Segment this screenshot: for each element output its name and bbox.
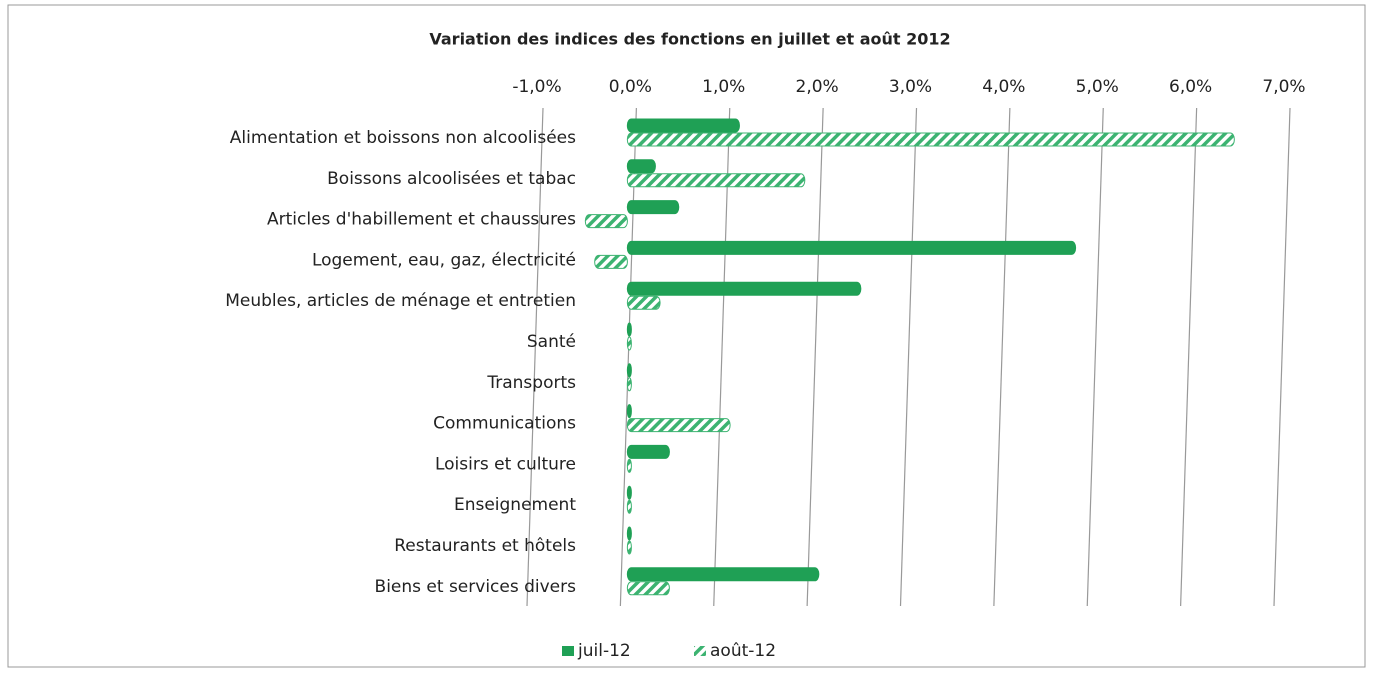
- bar: [626, 499, 632, 514]
- category-label: Communications: [433, 414, 576, 434]
- grid-line: [526, 107, 544, 607]
- grid-line: [713, 107, 731, 607]
- bar: [626, 240, 1077, 255]
- bar: [626, 377, 632, 392]
- bar: [626, 404, 632, 419]
- category-label: Meubles, articles de ménage et entretien: [225, 291, 576, 311]
- x-tick-label: 7,0%: [1262, 77, 1305, 97]
- bar: [626, 540, 632, 555]
- bar: [626, 159, 656, 174]
- bar: [626, 526, 632, 541]
- legend-label: juil-12: [577, 641, 631, 661]
- bar: [584, 214, 628, 229]
- legend-swatch: [694, 646, 706, 656]
- grid-line: [806, 107, 824, 607]
- bar: [594, 254, 628, 269]
- category-label: Logement, eau, gaz, électricité: [312, 250, 576, 270]
- grid-line: [1180, 107, 1198, 607]
- grid-line: [1273, 107, 1291, 607]
- x-tick-label: 1,0%: [702, 77, 745, 97]
- legend-swatch: [562, 646, 574, 656]
- bar: [626, 132, 1235, 147]
- x-tick-label: 5,0%: [1076, 77, 1119, 97]
- bar: [626, 567, 820, 582]
- category-label: Restaurants et hôtels: [394, 536, 576, 556]
- frame: [7, 4, 1366, 668]
- x-tick-label: 6,0%: [1169, 77, 1212, 97]
- bar: [626, 363, 632, 378]
- bar: [626, 322, 632, 337]
- category-label: Transports: [486, 373, 576, 393]
- category-label: Articles d'habillement et chaussures: [267, 210, 576, 230]
- bar: [626, 444, 670, 459]
- x-tick-label: -1,0%: [512, 77, 561, 97]
- bar: [626, 485, 632, 500]
- x-tick-label: 3,0%: [889, 77, 932, 97]
- category-label: Enseignement: [454, 495, 576, 515]
- bar: [626, 418, 731, 433]
- grid-line: [1086, 107, 1104, 607]
- category-label: Boissons alcoolisées et tabac: [327, 169, 576, 189]
- legend-label: août-12: [710, 641, 776, 661]
- bar: [626, 281, 862, 296]
- x-tick-label: 2,0%: [796, 77, 839, 97]
- bar: [626, 336, 632, 351]
- bar: [626, 173, 806, 188]
- bar: [626, 295, 661, 310]
- x-tick-label: 4,0%: [982, 77, 1025, 97]
- grid-line: [993, 107, 1011, 607]
- bar: [626, 118, 740, 133]
- category-label: Biens et services divers: [375, 577, 577, 597]
- bar: [626, 581, 670, 596]
- x-tick-label: 0,0%: [609, 77, 652, 97]
- chart-title: Variation des indices des fonctions en j…: [429, 30, 950, 49]
- bar: [626, 458, 632, 473]
- category-label: Alimentation et boissons non alcoolisées: [230, 128, 576, 148]
- category-label: Santé: [527, 332, 576, 352]
- grid-line: [899, 107, 918, 607]
- category-label: Loisirs et culture: [435, 454, 576, 474]
- grid-line: [619, 107, 637, 607]
- bar: [626, 200, 680, 215]
